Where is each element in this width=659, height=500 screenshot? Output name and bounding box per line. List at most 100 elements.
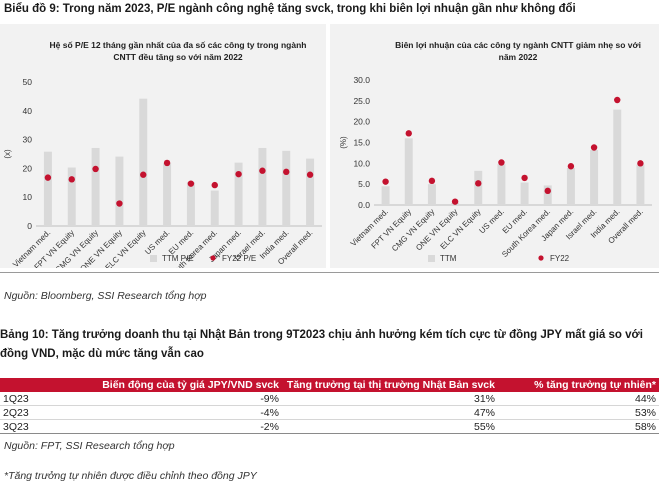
- dot-mark: [428, 177, 436, 185]
- dot-mark: [92, 165, 99, 173]
- bar-mark: [258, 147, 267, 226]
- table-cell-fx: -2%: [66, 419, 282, 434]
- dot-mark: [116, 200, 123, 207]
- y-tick-label: 0: [27, 221, 32, 231]
- table-cell-organic-growth: 44%: [498, 392, 659, 406]
- margin-chart: Biên lợi nhuận của các công ty ngành CNT…: [339, 40, 652, 263]
- pe-chart-panel: Hệ số P/E 12 tháng gần nhất của đa số cá…: [0, 24, 326, 268]
- table-row: 2Q23 -4% 47% 53%: [0, 405, 659, 420]
- dot-mark: [140, 171, 147, 178]
- table-row: 1Q23 -9% 31% 44%: [0, 392, 659, 406]
- bar-mark: [497, 164, 506, 205]
- y-tick-label: 25.0: [353, 96, 370, 106]
- y-tick-label: 5.0: [358, 179, 370, 189]
- header-cell-organic-growth: % tăng trưởng tự nhiên*: [498, 378, 659, 392]
- y-tick-label: 50: [23, 77, 33, 87]
- bar-mark: [590, 150, 599, 205]
- x-tick-label: US med.: [143, 228, 171, 256]
- y-tick-label: 40: [23, 106, 33, 116]
- y-tick-label: 20.0: [353, 117, 370, 127]
- dot-mark: [475, 180, 482, 187]
- table-cell-fx: -9%: [66, 392, 282, 406]
- legend-label: FY22: [550, 254, 570, 263]
- dot-mark: [405, 130, 412, 137]
- bar-mark: [163, 163, 172, 226]
- table-row: 3Q23 -2% 55% 58%: [0, 419, 659, 434]
- legend-swatch-dot: [538, 255, 544, 261]
- bar-mark: [306, 158, 315, 226]
- bar-mark: [234, 162, 243, 226]
- y-axis-label: (x): [3, 149, 12, 159]
- legend-swatch-dot: [210, 255, 216, 261]
- bar-mark: [210, 190, 219, 226]
- bar-mark: [91, 147, 100, 226]
- legend-label: TTM P/E: [162, 254, 194, 263]
- legend-swatch-bar: [150, 255, 157, 262]
- dot-mark: [235, 170, 242, 178]
- bar-mark: [404, 138, 413, 205]
- dot-mark: [544, 187, 551, 195]
- chart-title: CNTT đều tăng so với năm 2022: [113, 52, 243, 62]
- chart-title: năm 2022: [499, 52, 538, 62]
- source-note-1: Nguồn: Bloomberg, SSI Research tổng hợp: [4, 290, 207, 302]
- y-tick-label: 30.0: [353, 75, 370, 85]
- dot-mark: [163, 159, 171, 167]
- bar-mark: [43, 151, 52, 226]
- bar-mark: [186, 182, 195, 226]
- table-cell-japan-growth: 47%: [282, 405, 498, 420]
- dot-mark: [498, 159, 505, 166]
- bar-mark: [139, 98, 148, 226]
- bar-mark: [115, 156, 124, 226]
- y-tick-label: 20: [23, 163, 33, 173]
- bar-mark: [636, 164, 645, 205]
- bar-mark: [67, 167, 76, 226]
- dot-mark: [211, 181, 218, 189]
- header-cell-quarter: [0, 378, 66, 392]
- dot-mark: [382, 178, 389, 185]
- legend-label: TTM: [440, 254, 457, 263]
- dot-mark: [637, 160, 644, 167]
- bar-mark: [543, 185, 552, 205]
- table-cell-quarter: 2Q23: [0, 405, 66, 420]
- y-tick-label: 10: [23, 192, 33, 202]
- y-tick-label: 0.0: [358, 200, 370, 210]
- bar-mark: [427, 184, 436, 205]
- dot-mark: [259, 167, 266, 174]
- bar-mark: [520, 182, 529, 205]
- chart-title: Biên lợi nhuận của các công ty ngành CNT…: [395, 40, 641, 50]
- y-tick-label: 15.0: [353, 138, 370, 148]
- y-axis-label: (%): [339, 136, 348, 149]
- header-cell-japan-growth: Tăng trưởng tại thị trường Nhật Bản svck: [282, 378, 498, 392]
- dot-mark: [614, 96, 621, 104]
- dot-mark: [283, 168, 290, 176]
- growth-table: Biến động của tỷ giá JPY/VND svck Tăng t…: [0, 378, 659, 434]
- table-cell-organic-growth: 58%: [498, 419, 659, 434]
- legend-swatch-bar: [428, 255, 435, 262]
- table-title: Bảng 10: Tăng trưởng doanh thu tại Nhật …: [0, 329, 643, 360]
- bar-mark: [566, 167, 575, 205]
- bar-mark: [613, 109, 622, 205]
- table-cell-japan-growth: 31%: [282, 392, 498, 406]
- pe-chart: Hệ số P/E 12 tháng gần nhất của đa số cá…: [3, 40, 322, 268]
- dot-mark: [567, 163, 575, 170]
- margin-chart-panel: Biên lợi nhuận của các công ty ngành CNT…: [330, 24, 659, 268]
- dot-mark: [521, 174, 528, 182]
- divider-line: [0, 272, 659, 273]
- bar-mark: [381, 186, 390, 205]
- table-cell-quarter: 1Q23: [0, 392, 66, 406]
- figure-title: Biểu đồ 9: Trong năm 2023, P/E ngành côn…: [4, 3, 576, 15]
- dot-mark: [44, 174, 52, 181]
- table-cell-organic-growth: 53%: [498, 405, 659, 420]
- dot-mark: [68, 176, 75, 183]
- header-cell-fx: Biến động của tỷ giá JPY/VND svck: [66, 378, 282, 392]
- legend-label: FY22 P/E: [222, 254, 256, 263]
- source-note-2: Nguồn: FPT, SSI Research tổng hợp: [4, 440, 175, 452]
- footnote: *Tăng trưởng tự nhiên được điều chỉnh th…: [4, 470, 257, 482]
- chart-title: Hệ số P/E 12 tháng gần nhất của đa số cá…: [50, 40, 307, 50]
- table-cell-quarter: 3Q23: [0, 419, 66, 434]
- bar-mark: [474, 170, 483, 205]
- table-header-row: Biến động của tỷ giá JPY/VND svck Tăng t…: [0, 378, 659, 392]
- dot-mark: [306, 171, 314, 178]
- table-cell-japan-growth: 55%: [282, 419, 498, 434]
- y-tick-label: 30: [23, 135, 33, 145]
